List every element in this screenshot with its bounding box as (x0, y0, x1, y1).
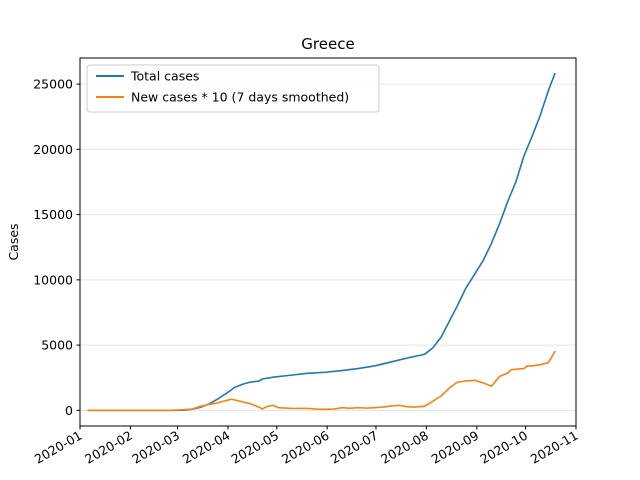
y-tick-label: 0 (65, 403, 73, 418)
x-axis: 2020-012020-022020-032020-042020-052020-… (32, 426, 581, 467)
series-line-total-cases (87, 72, 556, 412)
chart-title: Greece (301, 35, 354, 53)
gridlines (80, 83, 576, 411)
series-lines (87, 72, 556, 412)
x-tick-label: 2020-10 (477, 428, 530, 467)
x-tick-label: 2020-07 (328, 428, 381, 467)
x-tick-label: 2020-02 (82, 428, 135, 467)
x-tick-label: 2020-01 (32, 428, 85, 467)
y-tick-label: 25000 (33, 77, 73, 92)
legend: Total cases New cases * 10 (7 days smoot… (86, 64, 380, 113)
y-tick-label: 5000 (41, 338, 73, 353)
y-axis-label: Cases (6, 223, 21, 260)
y-tick-label: 20000 (33, 142, 73, 157)
y-tick-label: 10000 (33, 272, 73, 287)
legend-label-new-cases: New cases * 10 (7 days smoothed) (131, 90, 349, 105)
x-tick-label: 2020-04 (180, 428, 233, 467)
x-tick-label: 2020-08 (378, 428, 431, 467)
y-axis: 0 5000 10000 15000 20000 25000 (33, 77, 80, 418)
y-tick-label: 15000 (33, 207, 73, 222)
x-tick-label: 2020-11 (528, 428, 581, 467)
x-tick-label: 2020-09 (429, 428, 482, 467)
plot-area-frame (79, 57, 577, 427)
x-tick-label: 2020-05 (229, 428, 282, 467)
legend-label-total-cases: Total cases (130, 69, 199, 84)
series-line-new-cases (87, 350, 556, 412)
x-tick-label: 2020-06 (279, 428, 332, 467)
x-tick-label: 2020-03 (129, 428, 182, 467)
legend-box (86, 64, 380, 113)
